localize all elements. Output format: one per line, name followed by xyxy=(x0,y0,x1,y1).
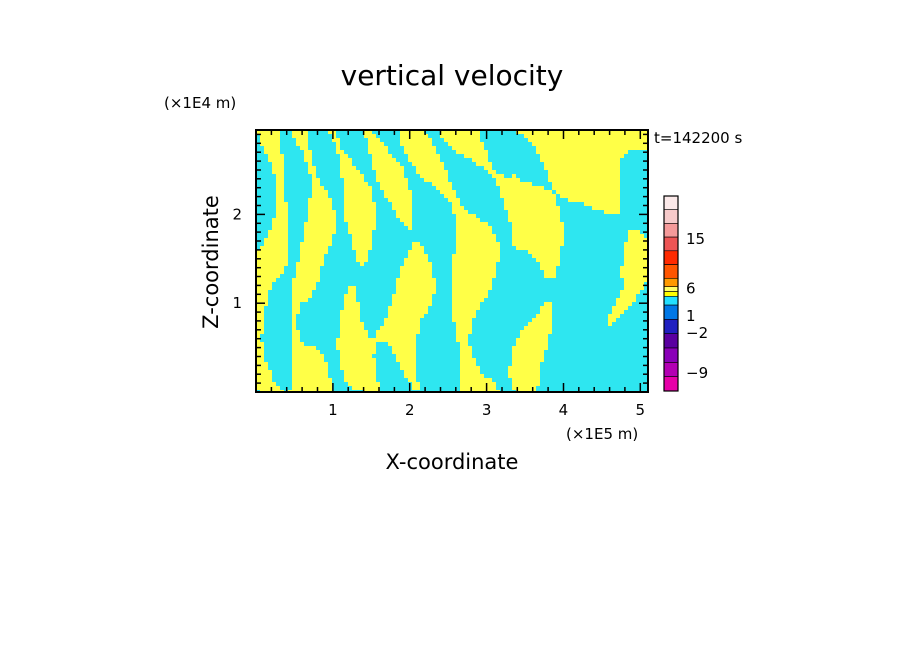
x-unit-label: (×1E5 m) xyxy=(566,425,638,443)
colorbar-swatch xyxy=(663,250,679,265)
x-tick-label: 1 xyxy=(328,401,338,419)
x-tick-label: 3 xyxy=(482,401,492,419)
colorbar-swatch xyxy=(663,277,679,287)
colorbar: 15 6 1−2 −9 xyxy=(663,195,708,392)
colorbar-label: −9 xyxy=(686,364,708,382)
colorbar-swatch xyxy=(663,362,679,377)
colorbar-swatch xyxy=(663,376,679,392)
colorbar-swatch xyxy=(663,209,679,224)
colorbar-swatch xyxy=(663,223,679,238)
x-tick-label: 5 xyxy=(636,401,646,419)
velocity-field xyxy=(256,130,648,392)
colorbar-swatch xyxy=(663,264,679,279)
colorbar-label: 1 xyxy=(686,307,696,325)
colorbar-swatch xyxy=(663,195,679,210)
chart-title: vertical velocity xyxy=(341,59,564,92)
y-axis-label: Z-coordinate xyxy=(199,195,223,329)
colorbar-swatch xyxy=(663,286,679,292)
axis-ticks: 1 2 3 4 5 1 2 xyxy=(232,130,648,419)
y-tick-label: 2 xyxy=(232,205,242,223)
colorbar-swatch xyxy=(663,347,679,363)
colorbar-swatch xyxy=(663,333,679,349)
colorbar-swatch xyxy=(663,296,679,306)
colorbar-label: 15 xyxy=(686,230,705,248)
field-positive-regions xyxy=(256,130,648,392)
x-tick-label: 2 xyxy=(405,401,415,419)
x-tick-label: 4 xyxy=(559,401,569,419)
colorbar-swatch xyxy=(663,291,679,297)
colorbar-swatch xyxy=(663,319,679,334)
colorbar-label: 6 xyxy=(686,280,696,298)
x-axis-label: X-coordinate xyxy=(386,450,519,474)
colorbar-swatch xyxy=(663,304,679,320)
colorbar-swatch xyxy=(663,236,679,252)
y-unit-label: (×1E4 m) xyxy=(164,94,236,112)
colorbar-frame xyxy=(663,195,679,392)
time-label: t=142200 s xyxy=(654,129,742,147)
plot-frame xyxy=(255,129,649,393)
y-tick-label: 1 xyxy=(232,294,242,312)
colorbar-label: −2 xyxy=(686,324,708,342)
